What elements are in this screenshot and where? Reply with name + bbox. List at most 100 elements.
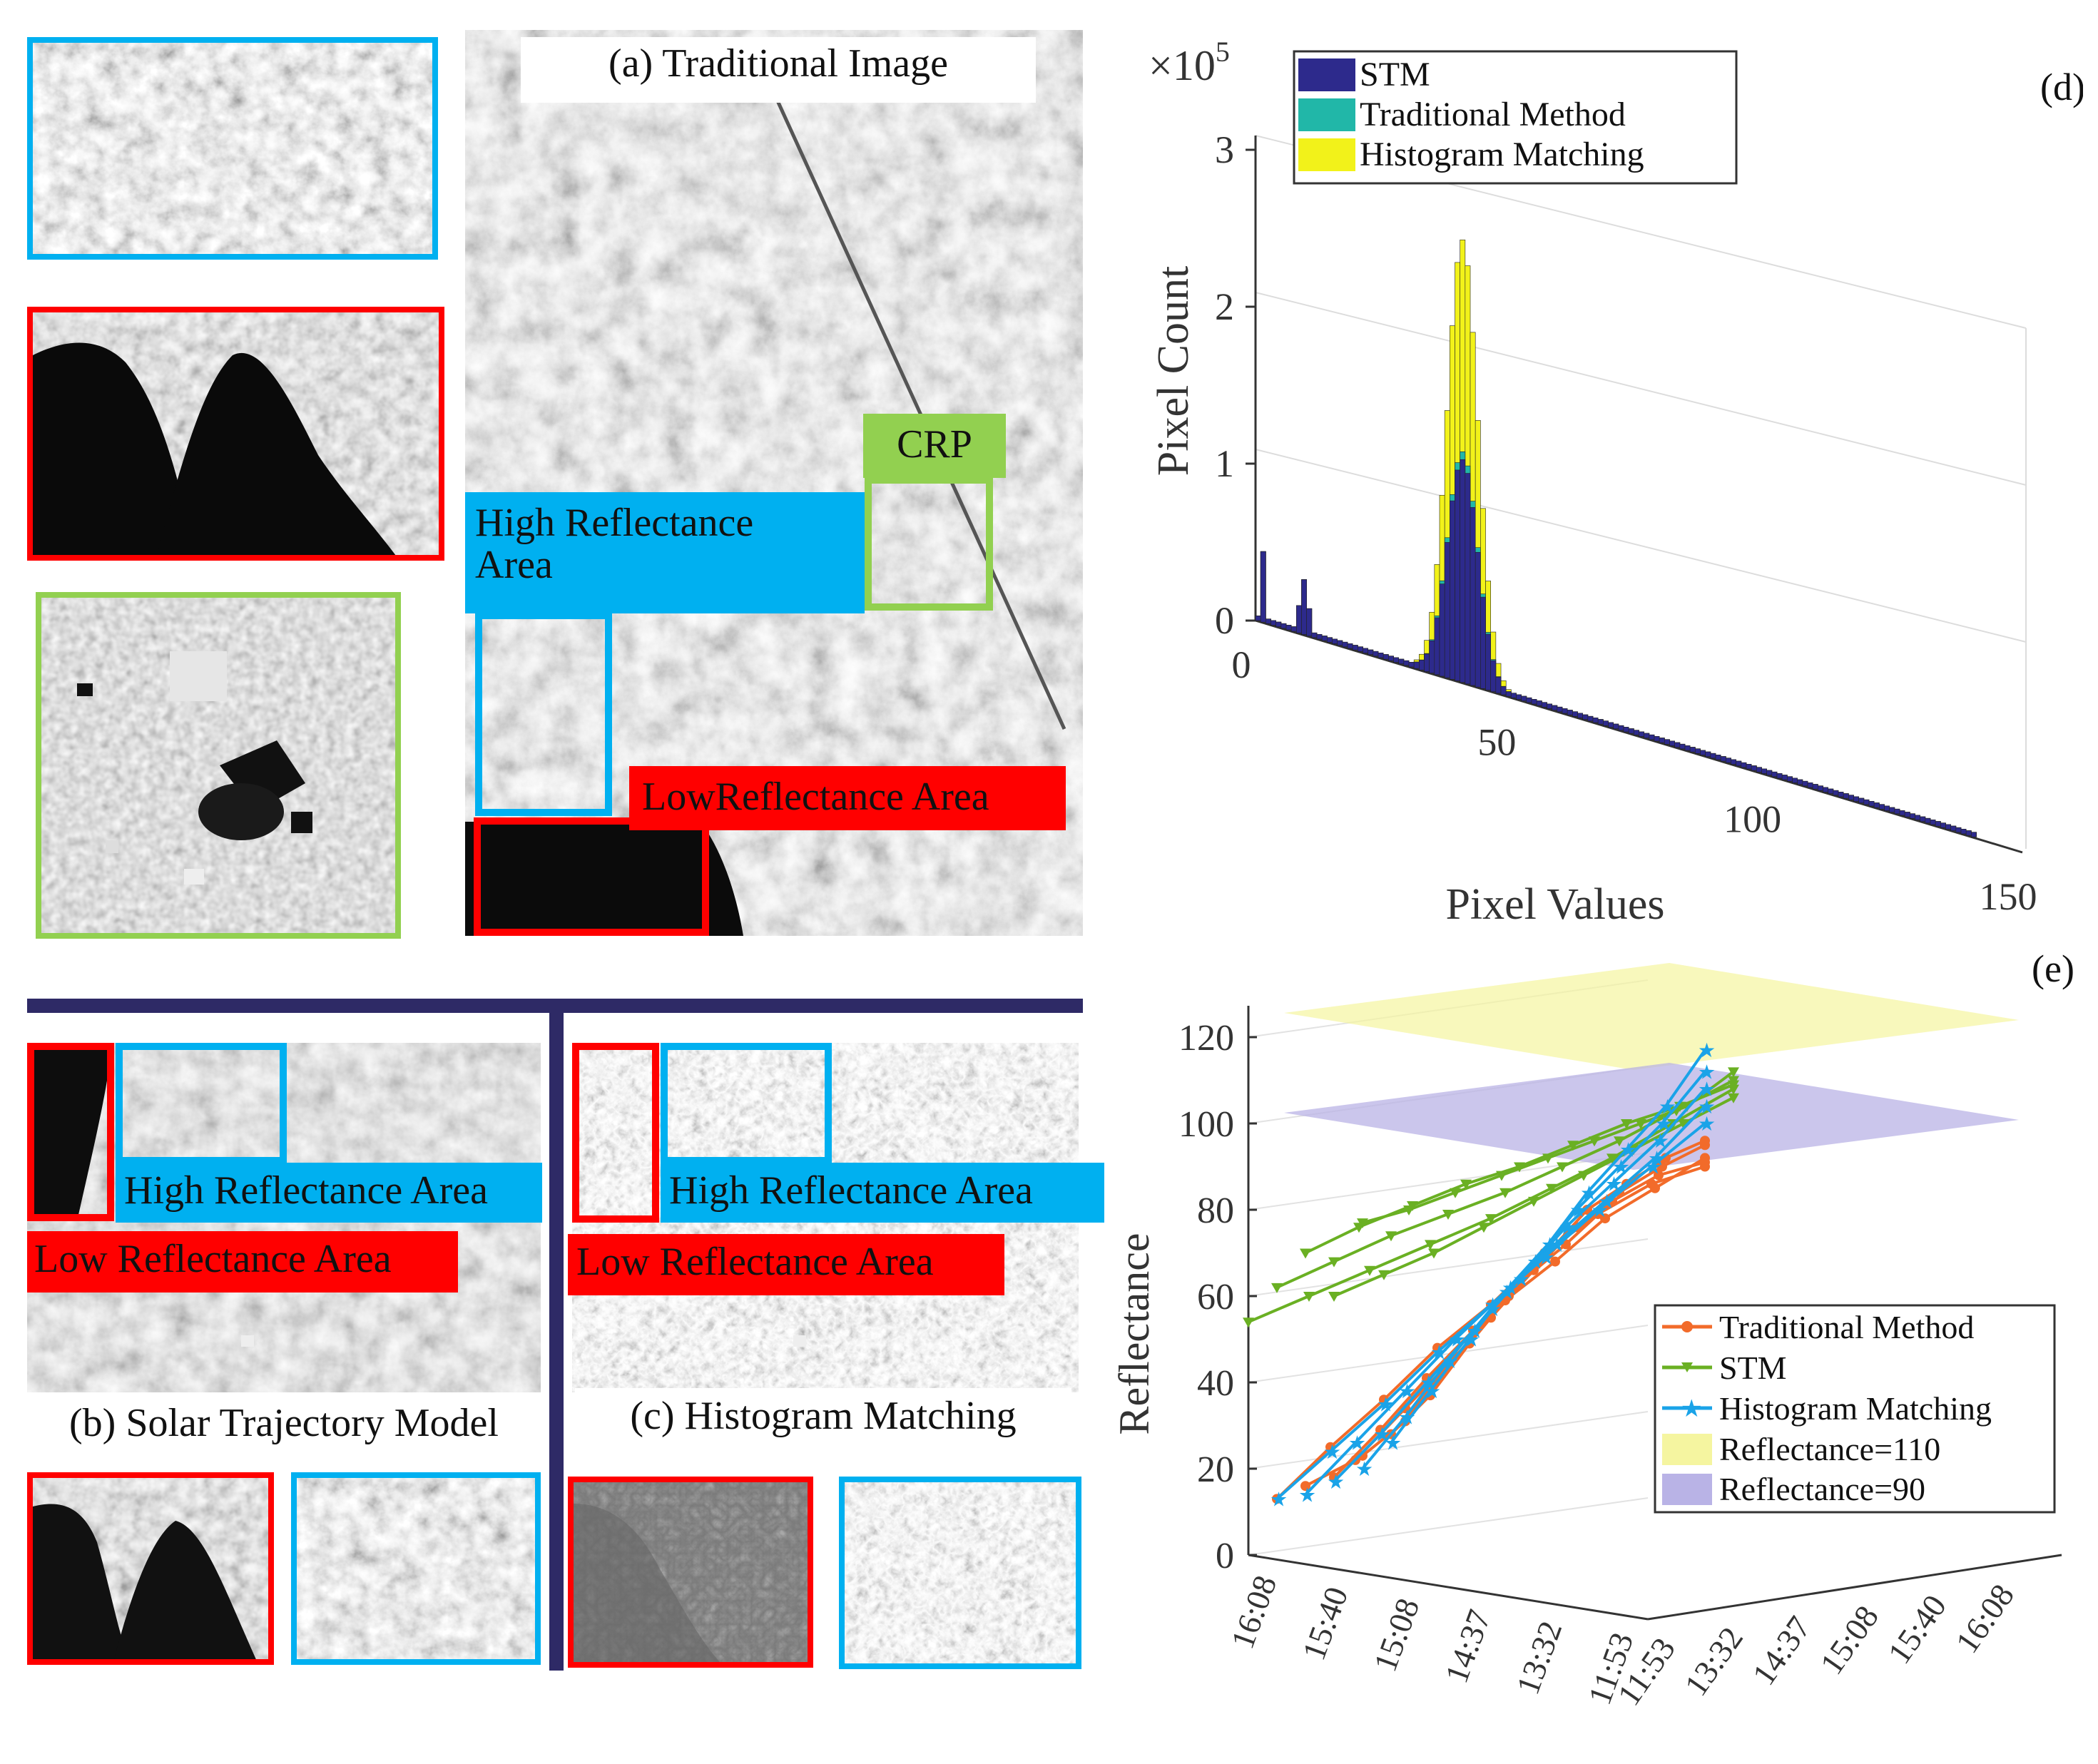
e-point-stm [1621, 1119, 1632, 1129]
d-xtick-label: 50 [1477, 720, 1516, 763]
panel-b-high-box [116, 1043, 287, 1164]
legend-d-hm-swatch [1298, 138, 1355, 171]
legend-e-plane90: Reflectance=90 [1719, 1471, 1925, 1507]
legend-d-stm-swatch [1298, 58, 1355, 91]
e-point-stm [1728, 1067, 1739, 1078]
d-bar-stm [1940, 822, 1946, 828]
e-point-stm [1442, 1210, 1454, 1220]
e-point-stm [1300, 1248, 1311, 1259]
panel-a-high-label: High Reflectance Area [465, 492, 865, 613]
e-xtick-label: 14:37 [1438, 1605, 1498, 1688]
d-bar-stm [1879, 804, 1885, 810]
chart-d-xlabel: Pixel Values [1445, 880, 1664, 929]
d-bar-stm [1863, 799, 1870, 805]
e-point-stm [1567, 1141, 1579, 1151]
d-bar-stm [1260, 551, 1266, 623]
d-bar-stm [1455, 469, 1460, 681]
e-point-traditional [1300, 1481, 1310, 1492]
legend-e-hm: Histogram Matching [1719, 1390, 1992, 1427]
d-bar-stm [1388, 656, 1394, 661]
d-bar-stm [1465, 473, 1471, 685]
d-bar-stm [1705, 751, 1711, 757]
chart-e-x-axis [1248, 1554, 1649, 1621]
d-bar-stm [1751, 765, 1757, 771]
e-point-stm [1635, 1119, 1646, 1129]
e-point-hm: ★ [1398, 1407, 1416, 1429]
e-point-hm: ★ [1698, 1113, 1716, 1136]
d-bar-stm [1490, 660, 1497, 692]
d-bar-stm [1255, 616, 1261, 621]
e-point-stm [1578, 1171, 1589, 1181]
legend-d-trad: Traditional Method [1360, 96, 1626, 133]
d-bar-stm [1516, 694, 1522, 700]
d-bar-stm [1828, 788, 1834, 794]
d-bar-stm [1613, 723, 1619, 729]
d-bar-stm [1413, 661, 1420, 669]
panel-b-low-crop-image [33, 1478, 268, 1659]
e-grid-line [1248, 1238, 1649, 1297]
d-bar-stm [1766, 770, 1773, 775]
e-point-stm [1546, 1183, 1557, 1194]
d-bar-stm [1710, 753, 1716, 759]
d-bar-stm [1689, 747, 1696, 753]
d-bar-stm [1603, 720, 1609, 726]
e-point-hm: ★ [1270, 1489, 1288, 1511]
d-bar-stm [1695, 748, 1701, 754]
d-bar-stm [1352, 645, 1358, 651]
d-bar-stm [1639, 731, 1644, 737]
panel-c-high-label: High Reflectance Area [661, 1163, 1104, 1223]
e-point-hm: ★ [1698, 1061, 1716, 1084]
d-bar-stm [1838, 792, 1844, 797]
panel-b-low-box [27, 1043, 114, 1221]
legend-d-stm: STM [1360, 56, 1430, 93]
chart-e-panel-letter: (e) [2032, 949, 2074, 990]
e-grid-line [1248, 1325, 1649, 1383]
chart-e-xticks: 16:08 15:40 15:08 14:37 13:32 11:53 [1224, 1571, 1641, 1709]
e-point-stm [1678, 1119, 1689, 1129]
d-bar-stm [1290, 626, 1297, 632]
d-bar-stm [1470, 507, 1476, 686]
panel-c-high-crop-image [845, 1482, 1076, 1663]
e-ytick-label: 15:08 [1813, 1599, 1885, 1681]
d-bar-stm [1618, 725, 1624, 731]
e-point-traditional [1600, 1213, 1610, 1224]
e-point-stm [1303, 1292, 1315, 1302]
d-bar-stm [1823, 787, 1828, 792]
d-bar-stm [1419, 660, 1425, 671]
d-bar-stm [1965, 830, 1972, 836]
e-point-traditional [1700, 1136, 1710, 1146]
chart-e-series: ★★★★★★★★★★★★★★★★★★★★★★★★★★★★★★★★★★★★★★★★… [1243, 1040, 1739, 1511]
e-point-stm [1485, 1214, 1497, 1225]
chart-d-legend: STM Traditional Method Histogram Matchin… [1293, 50, 1738, 185]
panel-a-title: (a) Traditional Image [521, 37, 1036, 103]
chart-d-histogram: 0 1 2 3 0 50 100 150 ×105 Pixel Count Pixel Va… [1149, 36, 2083, 929]
d-bar-stm [1644, 733, 1650, 738]
d-bar-stm [1403, 660, 1410, 666]
e-point-stm [1606, 1153, 1618, 1164]
d-bar-stm [1843, 793, 1849, 799]
e-point-stm [1450, 1188, 1461, 1198]
e-point-stm [1357, 1218, 1368, 1229]
d-bar-stm [1873, 802, 1880, 808]
panel-c-low-crop [568, 1477, 813, 1668]
e-grid-line [1248, 1411, 1649, 1469]
plane-reflectance-110 [1284, 963, 2019, 1070]
crop-crp-image [41, 598, 395, 933]
d-bar-stm [1746, 764, 1752, 770]
d-bar-stm [1889, 807, 1895, 812]
e-point-hm: ★ [1659, 1096, 1676, 1118]
zoom-crop-high-reflectance [27, 37, 438, 260]
d-bar-stm [1669, 740, 1675, 746]
d-bar-stm [1960, 829, 1967, 835]
e-point-hm: ★ [1655, 1113, 1673, 1136]
d-bar-stm [1715, 755, 1721, 760]
e-point-hm: ★ [1298, 1484, 1316, 1506]
d-bar-stm [1270, 620, 1276, 626]
e-point-stm [1328, 1257, 1340, 1268]
d-bar-stm [1787, 776, 1793, 782]
d-bar-stm [1628, 728, 1634, 734]
d-bar-stm [1511, 693, 1517, 698]
d-bar-stm [1756, 767, 1762, 773]
e-ztick-label: 120 [1178, 1018, 1234, 1059]
